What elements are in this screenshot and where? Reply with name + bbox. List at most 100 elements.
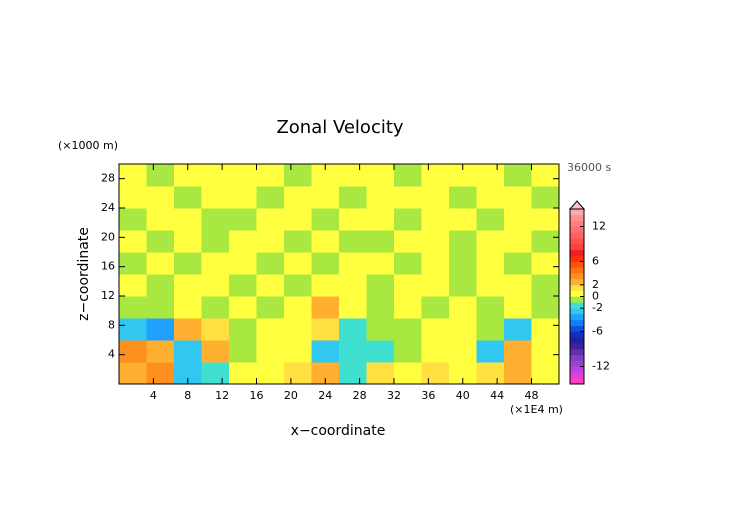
field-cell (119, 274, 147, 297)
field-cell (311, 274, 340, 297)
field-cell (146, 318, 175, 341)
field-cell (531, 340, 560, 363)
field-cell (119, 318, 147, 341)
field-cell (339, 252, 367, 275)
colorbar-bin (570, 314, 584, 321)
x-tick-label: 4 (150, 389, 157, 402)
x-tick-label: 16 (250, 389, 264, 402)
field-cell (201, 230, 230, 253)
field-cell (421, 340, 450, 363)
colorbar-bin (570, 372, 584, 379)
field-cell (256, 208, 285, 231)
colorbar-tick-label: 2 (592, 278, 599, 291)
y-tick-label: 8 (108, 318, 115, 331)
x-tick-label: 28 (353, 389, 367, 402)
field-cell (504, 296, 532, 319)
colorbar-bin (570, 302, 584, 309)
field-cell (421, 296, 450, 319)
field-cell (394, 186, 422, 209)
field-cell (421, 274, 450, 297)
field-cell (119, 230, 147, 253)
field-cell (284, 296, 312, 319)
x-tick-label: 36 (421, 389, 435, 402)
colorbar-bin (570, 325, 584, 332)
field-cell (146, 186, 175, 209)
colorbar-over (568, 200, 586, 210)
colorbar-bin (570, 232, 584, 239)
field-cell (339, 230, 367, 253)
field-cell (201, 164, 230, 187)
field-cell (449, 318, 477, 341)
field-cell (174, 252, 202, 275)
field-cell (366, 208, 395, 231)
colorbar-bin (570, 261, 584, 268)
field-cell (284, 274, 312, 297)
x-tick-label: 44 (490, 389, 504, 402)
colorbar-tick-label: 0 (592, 290, 599, 303)
field-cell (229, 296, 257, 319)
field-cell (394, 164, 422, 187)
field-cell (256, 274, 285, 297)
y-tick-label: 28 (101, 172, 115, 185)
colorbar-bin (570, 337, 584, 344)
x-axis-title: x−coordinate (291, 423, 386, 439)
field-cell (476, 362, 505, 385)
field-cell (531, 230, 560, 253)
field-cell (366, 296, 395, 319)
colorbar-tick-label: -6 (592, 325, 603, 338)
field-cell (449, 340, 477, 363)
colorbar-bin (570, 360, 584, 367)
field-cell (229, 186, 257, 209)
colorbar-bin (570, 319, 584, 326)
colorbar-bin (570, 226, 584, 233)
field-cell (394, 296, 422, 319)
field-cell (311, 186, 340, 209)
field-cell (201, 252, 230, 275)
field-cell (284, 230, 312, 253)
field-cell (339, 186, 367, 209)
field-cell (284, 186, 312, 209)
field-cell (531, 208, 560, 231)
colorbar-bin (570, 267, 584, 274)
colorbar-bin (570, 378, 584, 385)
field-cell (339, 274, 367, 297)
field-cell (201, 340, 230, 363)
field-cell (339, 362, 367, 385)
x-tick-label: 20 (284, 389, 298, 402)
field-cell (366, 252, 395, 275)
field-cell (201, 296, 230, 319)
colorbar-bin (570, 290, 584, 297)
colorbar-bin (570, 343, 584, 350)
field-cell (229, 252, 257, 275)
colorbar-bin (570, 296, 584, 303)
x-tick-label: 48 (525, 389, 539, 402)
colorbar-bin (570, 354, 584, 361)
field-cell (339, 340, 367, 363)
field-cell (449, 186, 477, 209)
chart-title: Zonal Velocity (276, 117, 403, 138)
colorbar-bin (570, 255, 584, 262)
field-cell (421, 164, 450, 187)
colorbar-bin (570, 220, 584, 227)
field-cell (311, 164, 340, 187)
field-cell (449, 230, 477, 253)
field-cell (174, 164, 202, 187)
field-cell (504, 274, 532, 297)
field-cell (201, 318, 230, 341)
field-cell (174, 318, 202, 341)
field-cell (284, 164, 312, 187)
field-cell (119, 164, 147, 187)
field-cell (229, 274, 257, 297)
field-cell (449, 362, 477, 385)
y-tick-label: 12 (101, 289, 115, 302)
colorbar-bin (570, 273, 584, 280)
colorbar-bin (570, 284, 584, 291)
colorbar-bin (570, 366, 584, 373)
field-cell (476, 340, 505, 363)
field-cell (174, 340, 202, 363)
colorbar-tick-label: -12 (592, 360, 610, 373)
field-cell (421, 362, 450, 385)
overlay: 4 8 12 16 20 24 28 32 36 40 44 4848121620242812620-… (101, 163, 610, 402)
field-cell (119, 362, 147, 385)
field-cell (476, 252, 505, 275)
